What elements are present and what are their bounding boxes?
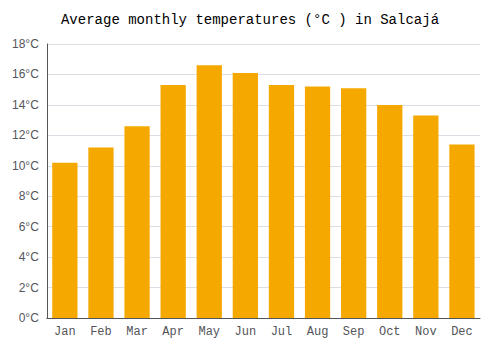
svg-text:Jan: Jan (54, 325, 76, 339)
svg-text:16°C: 16°C (12, 67, 39, 81)
svg-text:Sep: Sep (343, 325, 365, 339)
svg-text:8°C: 8°C (19, 189, 39, 203)
svg-text:4°C: 4°C (19, 250, 39, 264)
svg-text:18°C: 18°C (12, 37, 39, 51)
svg-text:0°C: 0°C (19, 311, 39, 325)
svg-text:May: May (198, 325, 220, 339)
svg-text:Oct: Oct (379, 325, 401, 339)
svg-text:12°C: 12°C (12, 128, 39, 142)
svg-text:10°C: 10°C (12, 159, 39, 173)
svg-text:6°C: 6°C (19, 220, 39, 234)
svg-text:Apr: Apr (162, 325, 184, 339)
svg-text:Feb: Feb (90, 325, 112, 339)
svg-text:Nov: Nov (415, 325, 437, 339)
svg-text:Dec: Dec (451, 325, 473, 339)
svg-text:14°C: 14°C (12, 98, 39, 112)
svg-text:2°C: 2°C (19, 281, 39, 295)
svg-text:Jun: Jun (235, 325, 257, 339)
svg-text:Mar: Mar (126, 325, 148, 339)
svg-text:Average monthly temperatures (: Average monthly temperatures (°C ) in Sa… (61, 12, 439, 28)
svg-text:Aug: Aug (307, 325, 329, 339)
svg-text:Jul: Jul (271, 325, 293, 339)
